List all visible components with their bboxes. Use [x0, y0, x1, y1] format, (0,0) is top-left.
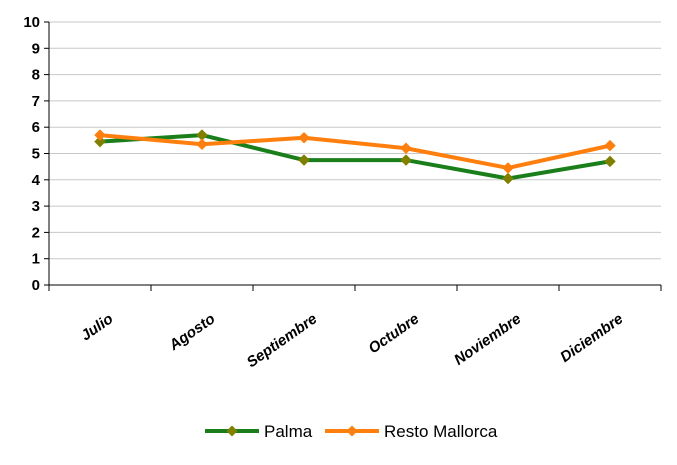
- x-tick-label: Diciembre: [557, 310, 626, 366]
- y-tick-label: 3: [32, 198, 40, 215]
- legend-marker: [226, 425, 238, 437]
- y-tick-label: 4: [32, 172, 41, 189]
- data-point: [604, 139, 616, 152]
- legend-marker: [346, 425, 358, 437]
- data-point: [94, 135, 106, 148]
- data-point: [400, 142, 412, 155]
- x-tick-label: Agosto: [165, 310, 218, 354]
- y-tick-label: 0: [32, 277, 40, 294]
- data-point: [298, 131, 310, 144]
- y-tick-label: 1: [32, 251, 40, 268]
- data-point: [400, 154, 412, 166]
- y-tick-label: 2: [32, 224, 40, 241]
- data-point: [94, 129, 106, 141]
- x-tick-label: Julio: [78, 310, 116, 344]
- y-tick-label: 8: [32, 67, 40, 84]
- data-point: [196, 138, 208, 151]
- data-point: [502, 162, 514, 174]
- y-tick-label: 5: [32, 146, 40, 163]
- legend-label: Palma: [264, 422, 313, 441]
- x-tick-label: Octubre: [365, 310, 422, 357]
- legend-label: Resto Mallorca: [384, 422, 498, 441]
- data-point: [604, 155, 616, 168]
- series-line: [99, 133, 611, 181]
- x-tick-label: Noviembre: [451, 310, 524, 368]
- y-tick-label: 9: [32, 40, 40, 57]
- x-tick-label: Septiembre: [244, 310, 321, 371]
- y-tick-label: 7: [32, 93, 40, 110]
- y-tick-label: 10: [23, 14, 40, 31]
- data-point: [298, 154, 310, 166]
- y-tick-label: 6: [32, 119, 40, 136]
- series-line: [99, 133, 611, 170]
- data-point: [502, 172, 514, 185]
